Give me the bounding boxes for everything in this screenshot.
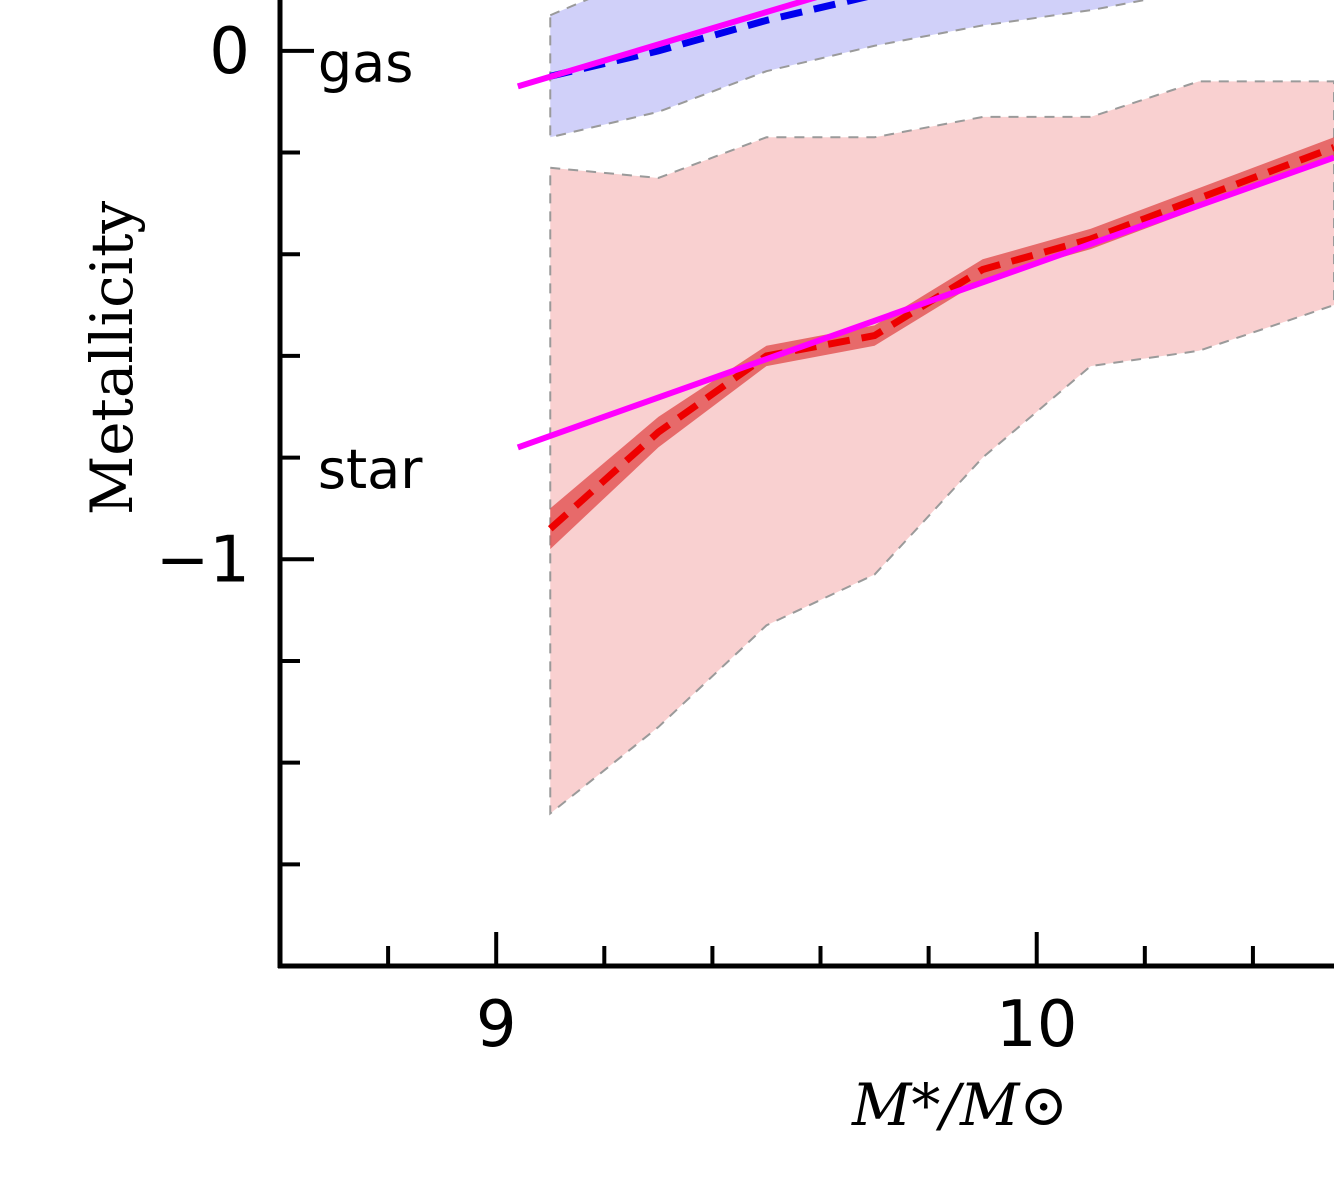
plot-area [516, 0, 1334, 816]
y-tick-label: 0 [209, 15, 250, 89]
x-tick-label: 10 [996, 988, 1077, 1062]
y-axis-title: Metallicity [78, 201, 146, 516]
band-1 [549, 80, 1334, 816]
y-tick-label: −1 [156, 523, 250, 597]
x-tick-label: 9 [476, 988, 517, 1062]
x-axis-title: M*/M⊙ [851, 1071, 1068, 1139]
annotation-gas: gas [318, 31, 414, 94]
axes [277, 0, 1334, 969]
labels: 9 10 0 −1 gas star M*/M⊙ Metallicity [78, 15, 1077, 1139]
annotation-star: star [318, 438, 423, 501]
series-line-6 [516, 154, 1334, 451]
series-line-5 [516, 0, 818, 90]
